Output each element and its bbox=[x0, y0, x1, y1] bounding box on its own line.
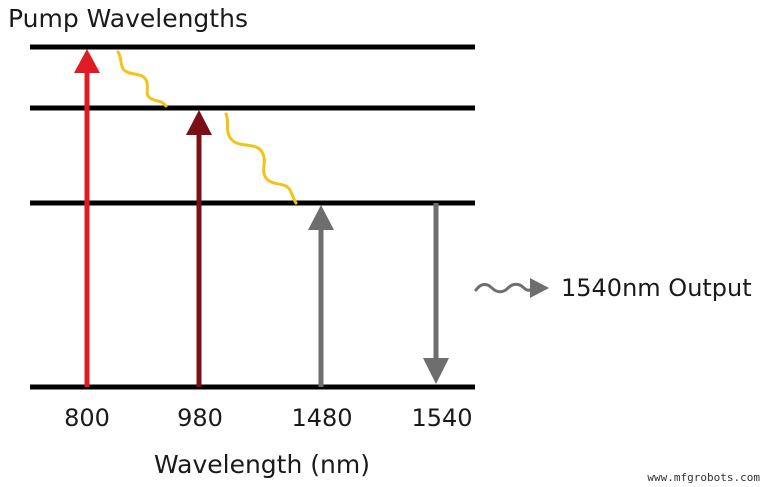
pump-arrowhead-980 bbox=[186, 110, 212, 135]
watermark: www.mfgrobots.com bbox=[647, 471, 760, 484]
decay-wave-2-to-1 bbox=[224, 112, 298, 205]
wavelength-label-1480: 1480 bbox=[291, 404, 352, 432]
output-wave bbox=[474, 282, 535, 294]
wavelength-label-1540: 1540 bbox=[411, 404, 472, 432]
x-axis-label: Wavelength (nm) bbox=[154, 450, 370, 479]
wavelength-label-800: 800 bbox=[64, 404, 110, 432]
pump-arrowhead-800 bbox=[74, 49, 100, 73]
pump-arrowhead-1480 bbox=[308, 205, 334, 230]
output-arrowhead bbox=[530, 278, 549, 298]
wavelength-label-980: 980 bbox=[177, 404, 223, 432]
output-label: 1540nm Output bbox=[561, 274, 752, 302]
decay-wave-3-to-2 bbox=[116, 50, 168, 108]
diagram-title: Pump Wavelengths bbox=[8, 4, 248, 33]
emission-arrowhead-1540 bbox=[423, 358, 449, 384]
